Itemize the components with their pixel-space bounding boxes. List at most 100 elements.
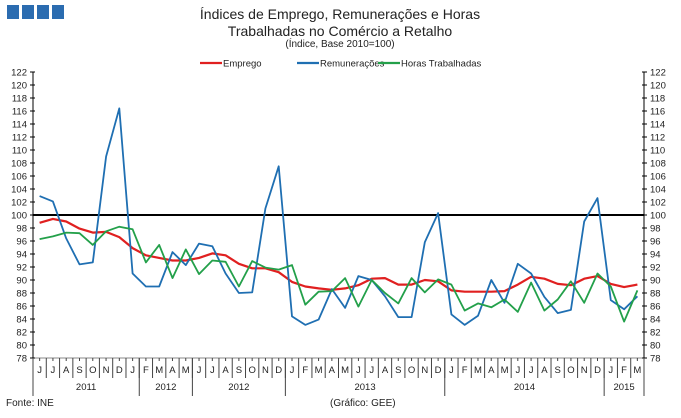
- month-label: N: [421, 365, 428, 376]
- y-tick-label-right: 110: [650, 146, 665, 157]
- y-tick-label-right: 122: [650, 68, 666, 79]
- month-label: J: [369, 365, 374, 376]
- month-label: J: [290, 365, 295, 376]
- year-label: 2014: [514, 382, 535, 393]
- y-tick-label-right: 90: [650, 276, 661, 287]
- month-label: A: [541, 365, 548, 376]
- month-label: O: [248, 365, 255, 376]
- y-tick-label-left: 104: [11, 185, 27, 196]
- chart-subtitle: (Índice, Base 2010=100): [285, 39, 395, 50]
- month-label: J: [608, 365, 613, 376]
- year-label: 2013: [354, 382, 375, 393]
- month-label: M: [474, 365, 482, 376]
- y-tick-label-left: 78: [16, 354, 27, 365]
- credit-note: (Gráfico: GEE): [330, 398, 396, 409]
- y-tick-label-left: 96: [16, 237, 27, 248]
- month-label: M: [633, 365, 641, 376]
- y-tick-label-right: 78: [650, 354, 661, 365]
- y-tick-label-left: 120: [11, 81, 27, 92]
- y-tick-label-left: 80: [16, 341, 27, 352]
- y-tick-label-right: 102: [650, 198, 666, 209]
- y-tick-label-right: 92: [650, 263, 661, 274]
- y-tick-label-left: 108: [11, 159, 27, 170]
- y-tick-label-right: 116: [650, 107, 665, 118]
- y-tick-label-left: 86: [16, 302, 27, 313]
- y-tick-label-left: 110: [12, 146, 27, 157]
- series-line-horas-trabalhadas: [39, 225, 639, 323]
- y-tick-label-left: 106: [11, 172, 27, 183]
- month-label: A: [222, 365, 229, 376]
- legend-label: Remunerações: [320, 59, 385, 70]
- year-label: 2015: [614, 382, 635, 393]
- month-label: J: [356, 365, 361, 376]
- month-label: N: [103, 365, 110, 376]
- y-tick-label-left: 112: [12, 133, 27, 144]
- month-label: F: [462, 365, 468, 376]
- month-label: J: [197, 365, 202, 376]
- month-label: N: [581, 365, 588, 376]
- y-tick-label-right: 82: [650, 328, 661, 339]
- month-label: J: [51, 365, 56, 376]
- y-tick-label-left: 102: [11, 198, 27, 209]
- month-label: J: [449, 365, 454, 376]
- chart-title: Índices de Emprego, Remunerações e Horas…: [199, 6, 481, 39]
- y-tick-label-right: 104: [650, 185, 666, 196]
- month-label: M: [315, 365, 323, 376]
- y-tick-label-left: 100: [11, 211, 27, 222]
- month-label: D: [435, 365, 442, 376]
- month-label: D: [594, 365, 601, 376]
- month-label: A: [488, 365, 495, 376]
- year-label: 2012: [155, 382, 176, 393]
- month-label: N: [262, 365, 269, 376]
- month-label: S: [76, 365, 82, 376]
- y-tick-label-right: 112: [650, 133, 665, 144]
- month-label: A: [169, 365, 176, 376]
- y-tick-label-left: 84: [16, 315, 27, 326]
- y-tick-label-left: 122: [11, 68, 27, 79]
- y-tick-label-right: 94: [650, 250, 661, 261]
- y-tick-label-right: 118: [650, 94, 665, 105]
- month-label: O: [567, 365, 574, 376]
- month-label: D: [116, 365, 123, 376]
- y-tick-label-left: 116: [12, 107, 27, 118]
- month-label: F: [302, 365, 308, 376]
- month-label: M: [501, 365, 509, 376]
- month-label: A: [382, 365, 389, 376]
- month-label: D: [275, 365, 282, 376]
- month-label: S: [395, 365, 401, 376]
- year-label: 2011: [76, 382, 96, 393]
- month-label: M: [155, 365, 163, 376]
- y-tick-label-right: 106: [650, 172, 666, 183]
- month-label: J: [529, 365, 534, 376]
- y-tick-label-right: 88: [650, 289, 661, 300]
- month-label: S: [236, 365, 242, 376]
- y-tick-label-left: 114: [12, 120, 27, 131]
- legend-label: Horas Trabalhadas: [401, 59, 482, 70]
- y-tick-label-left: 88: [16, 289, 27, 300]
- month-label: S: [554, 365, 560, 376]
- y-tick-label-right: 86: [650, 302, 661, 313]
- y-tick-label-right: 84: [650, 315, 661, 326]
- y-tick-label-right: 108: [650, 159, 666, 170]
- month-label: M: [341, 365, 349, 376]
- month-label: J: [515, 365, 520, 376]
- source-note: Fonte: INE: [6, 398, 54, 409]
- month-label: J: [210, 365, 215, 376]
- y-tick-label-right: 120: [650, 81, 666, 92]
- month-label: O: [89, 365, 96, 376]
- y-tick-label-right: 96: [650, 237, 661, 248]
- y-tick-label-left: 94: [16, 250, 27, 261]
- y-tick-label-left: 82: [16, 328, 27, 339]
- series-line-emprego: [39, 217, 638, 293]
- y-tick-label-right: 100: [650, 211, 666, 222]
- month-label: A: [63, 365, 70, 376]
- month-label: O: [408, 365, 415, 376]
- month-label: F: [143, 365, 149, 376]
- month-label: F: [621, 365, 627, 376]
- month-label: J: [130, 365, 135, 376]
- year-label: 2012: [228, 382, 249, 393]
- y-tick-label-left: 90: [16, 276, 27, 287]
- month-label: M: [182, 365, 190, 376]
